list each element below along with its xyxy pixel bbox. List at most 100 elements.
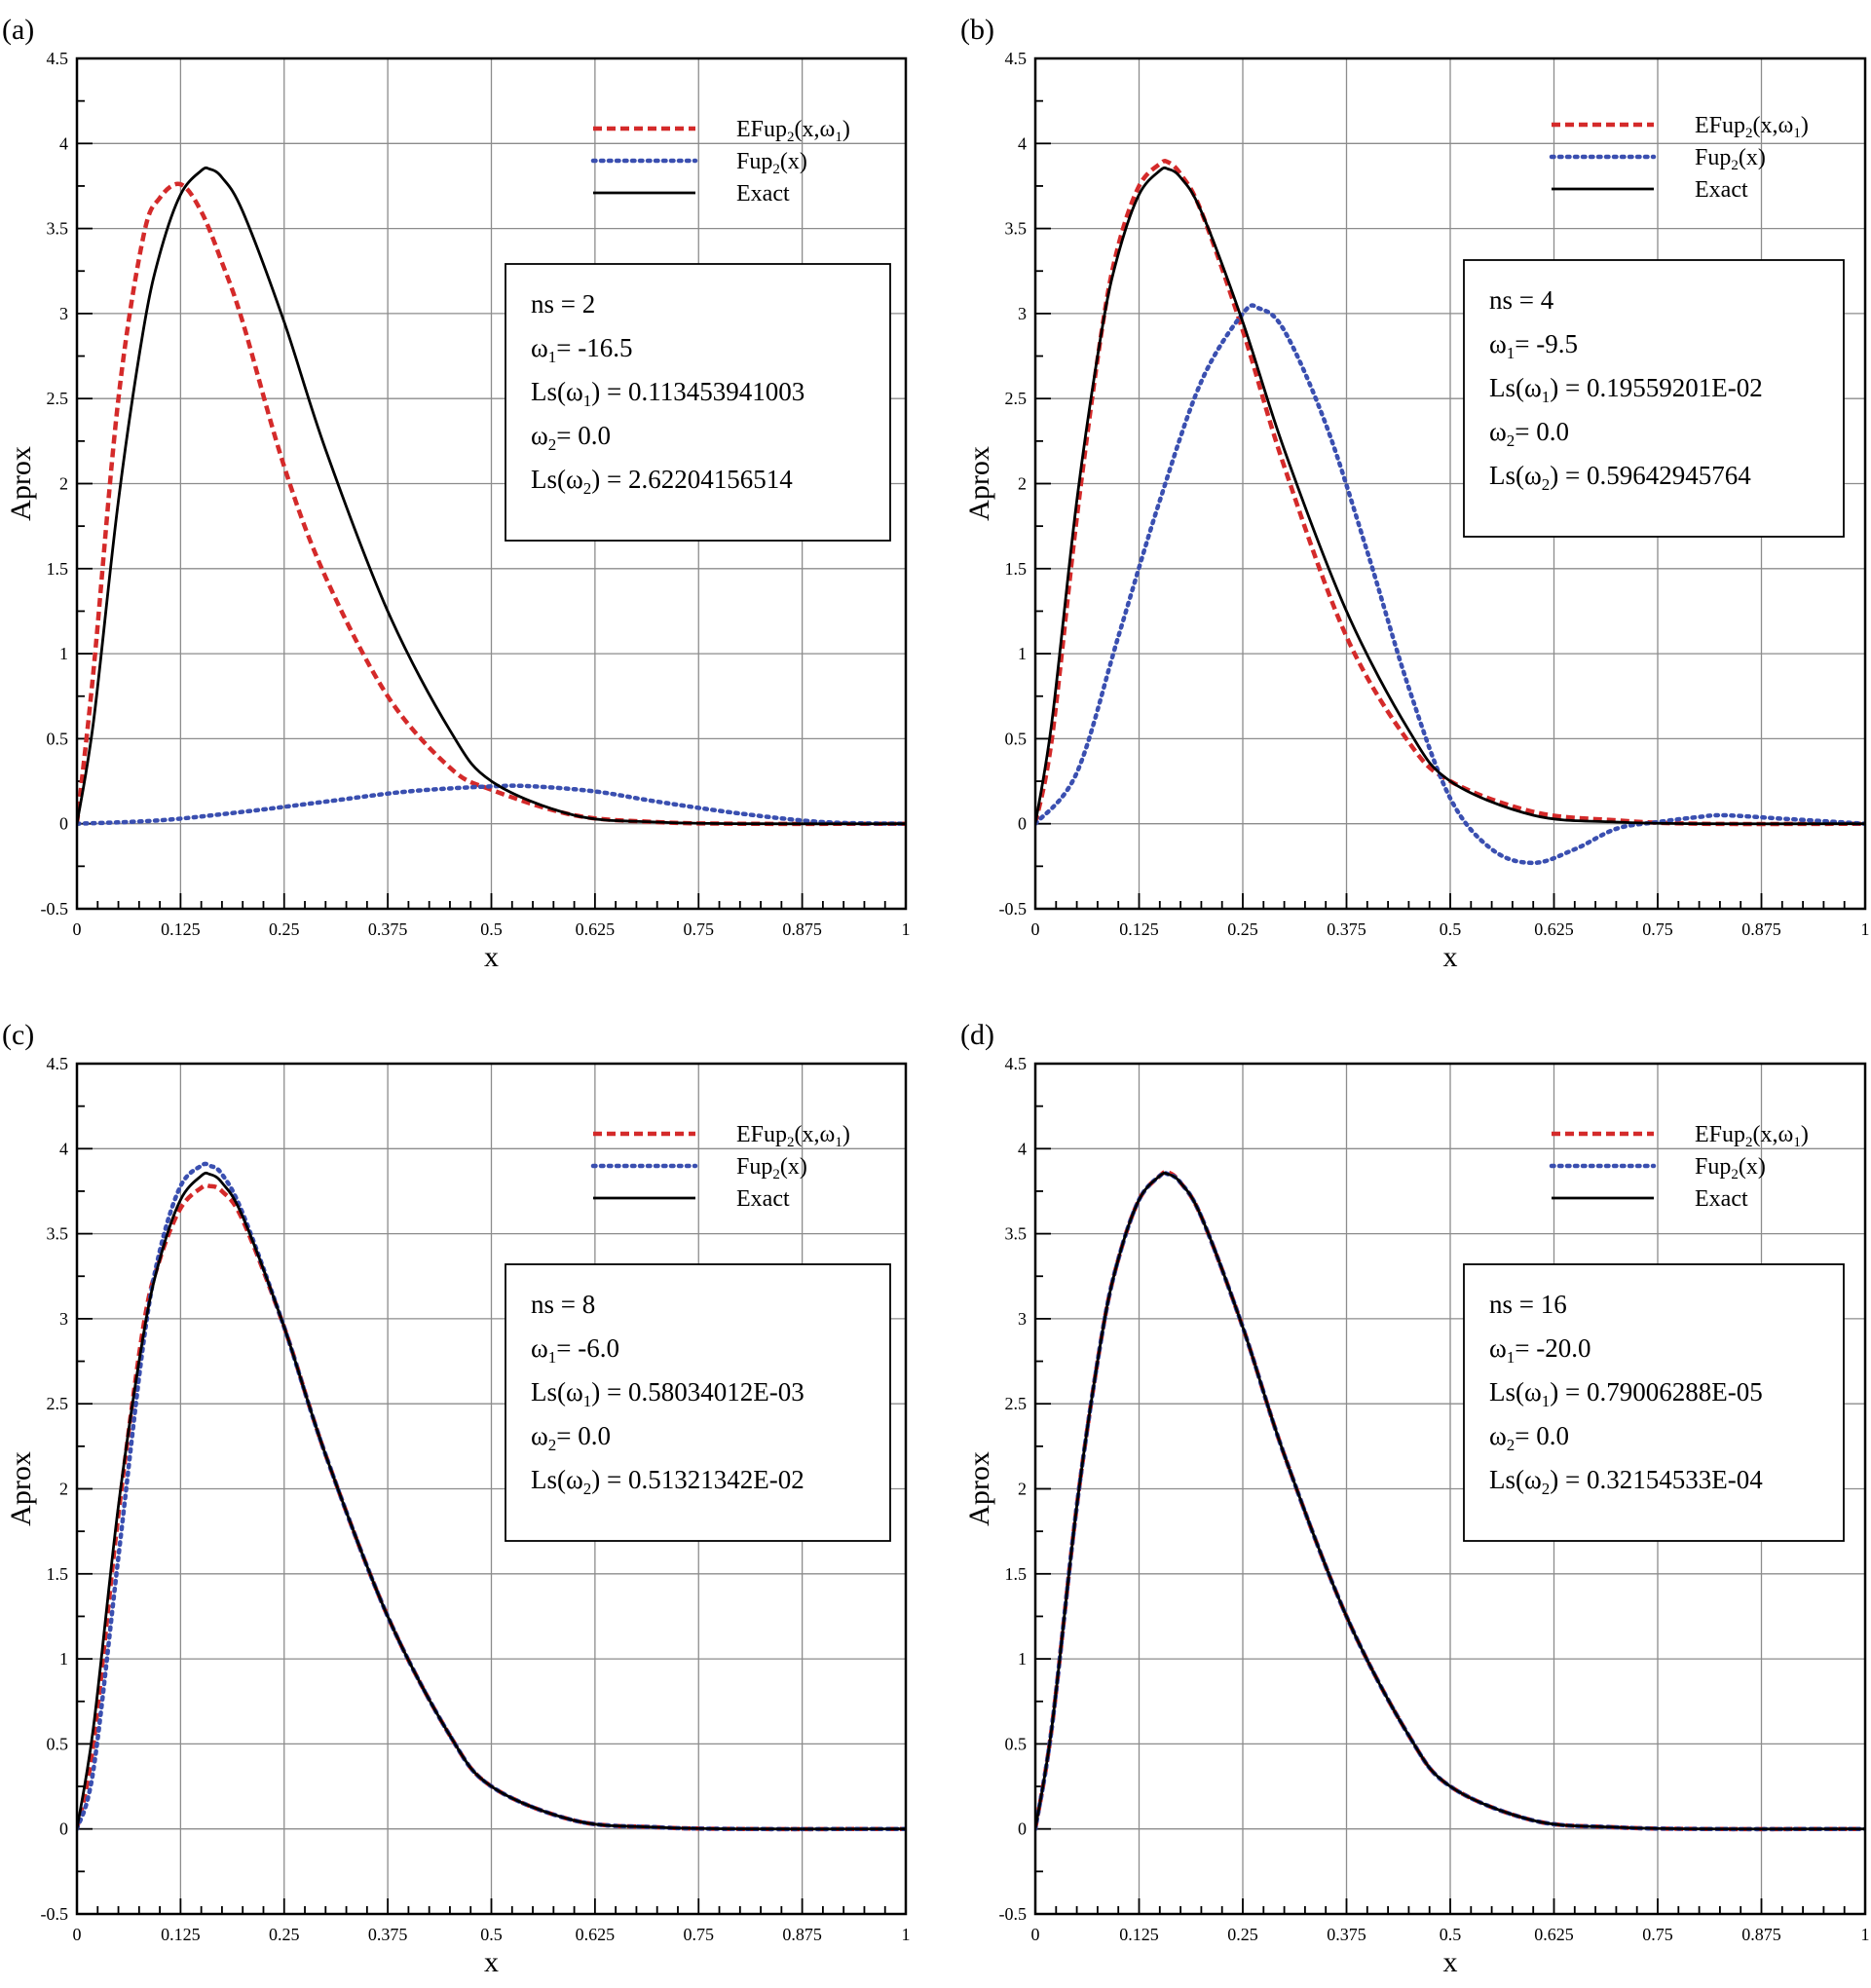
info-text: Ls(ω	[1489, 1377, 1542, 1407]
legend-label-efup: EFup2(x,ω1)	[1695, 1122, 1809, 1150]
y-tick-label: 3	[59, 304, 68, 323]
info-subscript: 1	[548, 1348, 557, 1367]
x-tick-label: 0.5	[1440, 919, 1462, 939]
info-text: ) = 0.19559201E-02	[1550, 373, 1762, 402]
info-text: ω	[1489, 329, 1507, 358]
info-text: ω	[531, 421, 548, 450]
y-axis-label: Aprox	[963, 1451, 995, 1526]
y-tick-label: 3	[1018, 304, 1027, 323]
y-tick-label: 1	[59, 1649, 68, 1669]
legend-subscript: 2	[1745, 126, 1753, 141]
info-text: ) = 0.113453941003	[591, 377, 805, 406]
y-tick-label: 2	[1018, 474, 1027, 494]
info-subscript: 1	[1542, 1392, 1551, 1410]
panel-label: (d)	[960, 1019, 994, 1051]
chart-panel-b: (b) 0 0.125 0.25 0.375 0.5 0.625 0.75 0.875 1 -0.5…	[960, 14, 1870, 973]
x-tick-label: 0.5	[480, 919, 503, 939]
x-tick-label: 0	[73, 919, 82, 939]
x-axis-label: x	[1443, 1946, 1458, 1978]
x-tick-label: 0.875	[782, 919, 822, 939]
x-tick-label: 0.375	[368, 919, 408, 939]
info-text: Ls(ω	[531, 377, 583, 406]
info-text: = -9.5	[1515, 329, 1578, 358]
series-lines	[77, 1161, 906, 1832]
legend-label-fup: Fup2(x)	[1695, 145, 1766, 173]
info-text: ns = 2	[531, 289, 595, 319]
plot-frame	[1033, 1062, 1867, 1916]
y-tick-label: -0.5	[41, 899, 69, 919]
y-tick-label: 0.5	[47, 1734, 69, 1753]
info-text: = -20.0	[1515, 1333, 1590, 1363]
series-line-exact	[77, 1171, 906, 1831]
info-line: ns = 2	[531, 289, 595, 319]
info-subscript: 1	[583, 392, 592, 410]
info-line: ns = 8	[531, 1290, 595, 1319]
y-tick-label: 4.5	[1005, 49, 1028, 68]
chart-panel-a: (a) 0 0.125 0.25 0.375 0.5 0.625 0.75 0.875 1 -0.5…	[2, 14, 911, 973]
legend-text: Fup	[736, 1154, 772, 1180]
x-tick-label: 1	[1861, 1925, 1870, 1944]
legend-subscript: 2	[787, 130, 795, 145]
legend-subscript: 2	[1731, 1167, 1739, 1182]
legend-text: (x)	[1739, 145, 1766, 170]
legend-text: EFup	[736, 117, 787, 142]
series-lines	[77, 166, 906, 827]
info-text: ) = 0.51321342E-02	[591, 1465, 804, 1494]
info-subscript: 2	[1542, 1480, 1551, 1498]
legend-text: )	[1801, 1122, 1809, 1147]
legend-label-exact: Exact	[736, 181, 790, 206]
x-tick-label: 0.25	[1227, 1925, 1258, 1944]
info-text: = 0.0	[556, 1421, 611, 1450]
grid	[77, 58, 906, 909]
y-tick-label: 0	[59, 814, 68, 834]
x-tick-label: 0.125	[1119, 919, 1159, 939]
series-line-exact	[1035, 166, 1865, 826]
y-tick-label: 3.5	[47, 219, 69, 239]
info-text: ) = 0.32154533E-04	[1550, 1465, 1763, 1494]
info-box-frame	[1463, 1263, 1845, 1542]
legend-text: (x,ω	[1753, 1122, 1794, 1147]
legend-label-fup: Fup2(x)	[736, 1154, 807, 1182]
info-text: ) = 0.58034012E-03	[591, 1377, 804, 1407]
info-subscript: 1	[1542, 388, 1551, 406]
legend-text: EFup	[736, 1122, 787, 1147]
legend-text: )	[1801, 113, 1809, 138]
x-tick-label: 0.75	[1642, 919, 1673, 939]
info-line: ω1= -20.0	[1489, 1333, 1591, 1367]
y-tick-label: 0.5	[47, 729, 69, 748]
info-text: ω	[531, 333, 548, 362]
y-tick-label: 3	[1018, 1309, 1027, 1329]
y-tick-label: 2.5	[47, 389, 69, 408]
y-tick-label: 0	[1018, 814, 1027, 834]
x-tick-label: 0.75	[1642, 1925, 1673, 1944]
x-tick-label: 0.875	[782, 1925, 822, 1944]
legend: EFup2(x,ω1)Fup2(x)Exact	[590, 117, 850, 206]
plot-frame	[75, 1062, 908, 1916]
info-box-frame	[1463, 259, 1845, 538]
series-line-fup	[1035, 303, 1865, 866]
y-tick-label: 4.5	[47, 1054, 69, 1073]
x-tick-label: 1	[1861, 919, 1870, 939]
y-tick-label: 2	[59, 474, 68, 494]
y-tick-label: 2.5	[1005, 1394, 1028, 1413]
y-tick-label: 0.5	[1005, 729, 1028, 748]
info-line: ω2= 0.0	[531, 1421, 611, 1454]
legend-label-efup: EFup2(x,ω1)	[736, 1122, 850, 1150]
y-tick-label: -0.5	[999, 899, 1028, 919]
legend-text: (x,ω	[795, 1122, 836, 1147]
info-text: ns = 4	[1489, 285, 1554, 315]
info-subscript: 1	[548, 348, 557, 366]
info-text: Ls(ω	[1489, 461, 1542, 490]
info-subscript: 2	[1507, 1436, 1516, 1454]
y-tick-label: 1	[1018, 644, 1027, 663]
legend-subscript: 2	[772, 162, 780, 177]
chart-panel-c: (c) 0 0.125 0.25 0.375 0.5 0.625 0.75 0.875 1 -0.5…	[2, 1019, 911, 1978]
legend-subscript: 2	[787, 1135, 795, 1150]
info-line: ω1= -9.5	[1489, 329, 1578, 362]
x-tick-label: 0.375	[1327, 1925, 1366, 1944]
y-axis-label: Aprox	[963, 446, 995, 521]
info-line: Ls(ω1) = 0.19559201E-02	[1489, 373, 1763, 406]
legend-text: Fup	[736, 149, 772, 174]
info-text: ) = 0.79006288E-05	[1550, 1377, 1762, 1407]
